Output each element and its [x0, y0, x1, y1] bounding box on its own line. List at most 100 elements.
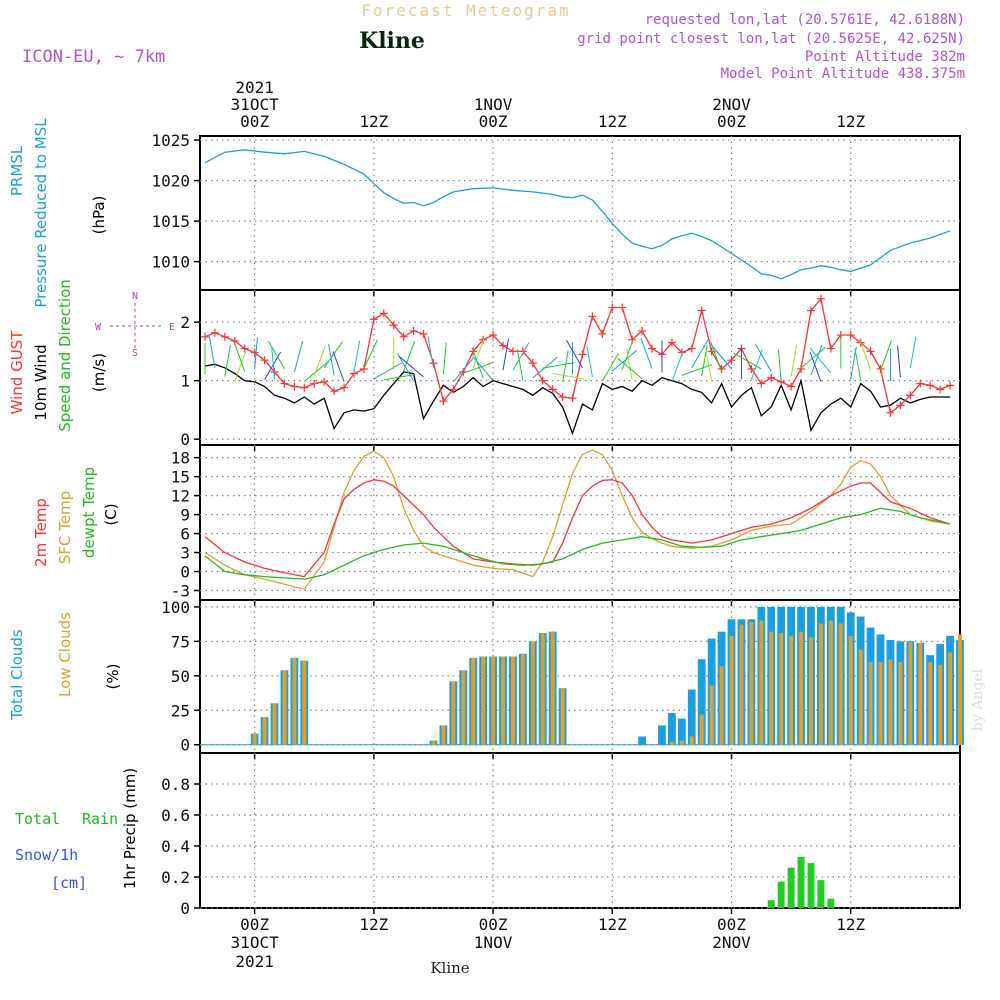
precip-bar [827, 898, 835, 908]
y-tick-label: 2 [180, 313, 190, 332]
wind-vector [750, 349, 763, 380]
series-line [204, 449, 951, 590]
wind-vector [754, 343, 772, 372]
total-cloud-bar [668, 713, 676, 745]
panel-label: Speed and Direction [56, 279, 74, 432]
wind-vector [691, 339, 709, 369]
top-tick-label: 12Z [836, 112, 865, 131]
gust-marker [896, 401, 905, 410]
low-cloud-bar [799, 631, 803, 745]
gust-marker [568, 394, 577, 403]
compass-north: N [132, 291, 138, 302]
panel-label: 2m Temp [32, 498, 50, 567]
gust-marker [757, 379, 766, 388]
gust-marker [926, 381, 935, 390]
wind-vector [353, 340, 361, 373]
panel-label: Rain [82, 810, 118, 828]
panel-label: SFC Temp [56, 491, 74, 564]
low-cloud-bar [511, 656, 515, 745]
gust-marker [578, 350, 587, 359]
panel-label: (m/s) [90, 353, 108, 392]
gust-marker [846, 331, 855, 340]
panel-clouds: 0 25 50 75 100 Total Clouds Low Clouds (%) [8, 598, 964, 759]
gust-marker [588, 312, 597, 321]
gust-marker [250, 348, 259, 357]
wind-vector [701, 344, 708, 377]
footer-location: Kline [430, 959, 469, 977]
bottom-tick-label: 12Z [836, 915, 865, 934]
panel-label: (C) [102, 503, 120, 525]
panel-label: (hPa) [90, 196, 108, 235]
top-date-label: 2NOV [712, 95, 751, 114]
panel-label: Wind GUST [8, 330, 26, 415]
precip-bar [787, 867, 795, 908]
y-tick-label: 0.2 [161, 868, 190, 887]
wind-vector [710, 344, 732, 370]
low-cloud-bar [818, 623, 823, 745]
panel-label: 10m Wind [32, 344, 50, 420]
low-cloud-bar [928, 662, 933, 745]
top-tick-label: 00Z [479, 112, 508, 131]
y-tick-label: 6 [180, 525, 190, 544]
gust-marker [826, 344, 835, 353]
wind-vector [909, 336, 917, 369]
wind-vector [880, 340, 892, 371]
gust-marker [648, 344, 657, 353]
low-cloud-bar [719, 666, 724, 745]
top-tick-label: 12Z [598, 112, 627, 131]
wind-vector [897, 345, 901, 378]
gust-marker [518, 347, 527, 356]
total-cloud-bar [658, 725, 666, 745]
wind-vector [790, 344, 798, 377]
gust-marker [618, 303, 627, 312]
gust-marker [508, 347, 517, 356]
low-cloud-bar [491, 656, 496, 745]
wind-vector [859, 339, 872, 370]
gust-marker [638, 326, 647, 335]
gust-marker [330, 387, 339, 396]
gust-marker [936, 385, 945, 394]
low-cloud-bar [292, 657, 297, 745]
precip-bar [817, 880, 825, 908]
gust-marker [697, 306, 706, 315]
panel-label: dewpt Temp [80, 467, 98, 558]
panel-label: PRMSL [8, 145, 26, 196]
wind-vector [681, 363, 713, 376]
low-cloud-bar [888, 659, 893, 745]
wind-vector [671, 351, 684, 382]
low-cloud-bar [918, 642, 923, 745]
wind-vector [586, 345, 593, 378]
low-cloud-bar [530, 641, 535, 745]
y-tick-label: 75 [171, 632, 190, 651]
low-cloud-bar [948, 652, 953, 745]
gust-marker [687, 344, 696, 353]
y-tick-label: 0 [180, 430, 190, 449]
wind-vector [800, 346, 826, 369]
wind-vector [733, 352, 762, 370]
y-tick-label: 0 [180, 899, 190, 918]
y-tick-label: -3 [171, 582, 190, 601]
gust-marker [816, 294, 825, 303]
wind-vector [303, 360, 330, 382]
y-tick-label: 1025 [151, 131, 190, 150]
y-tick-label: 15 [171, 468, 190, 487]
gust-marker [946, 381, 955, 390]
y-tick-label: 25 [171, 701, 190, 720]
wind-vector [233, 341, 246, 372]
wind-vector [313, 345, 326, 377]
watermark: by Angel [970, 668, 986, 731]
wind-vector [254, 337, 258, 370]
gust-marker [359, 364, 368, 373]
top-tick-label: 00Z [240, 112, 269, 131]
panel-frame [199, 135, 961, 291]
gust-marker [916, 379, 925, 388]
gust-marker [419, 329, 428, 338]
wind-vector [472, 337, 485, 369]
low-cloud-bar [441, 725, 446, 745]
wind-vector [512, 342, 530, 371]
bottom-tick-label: 00Z [240, 915, 269, 934]
wind-vector [373, 362, 402, 380]
